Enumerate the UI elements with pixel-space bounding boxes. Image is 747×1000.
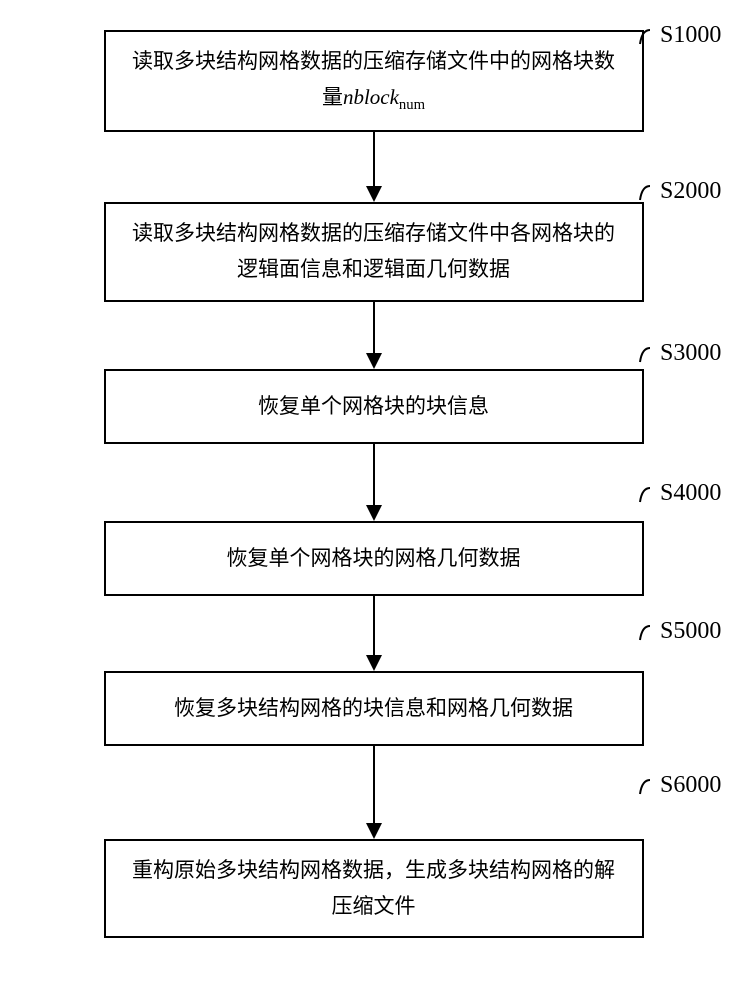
arrow-down-icon	[366, 444, 382, 521]
step-box: 恢复多块结构网格的块信息和网格几何数据	[104, 671, 644, 746]
arrow-shaft	[373, 746, 375, 824]
text-pre: 重构原始多块结构网格数据，生成多块结构网格的解压缩文件	[132, 858, 615, 918]
text-pre: 读取多块结构网格数据的压缩存储文件中各网格块的逻辑面信息和逻辑面几何数据	[132, 221, 615, 281]
step-s1000: 读取多块结构网格数据的压缩存储文件中的网格块数量nblocknum	[104, 30, 644, 132]
step-text: 恢复单个网格块的块信息	[258, 389, 489, 425]
step-label: S1000	[660, 22, 721, 49]
arrow-head	[366, 505, 382, 521]
step-box: 读取多块结构网格数据的压缩存储文件中各网格块的逻辑面信息和逻辑面几何数据	[104, 202, 644, 302]
var-subscript: num	[399, 97, 425, 113]
step-s5000: 恢复多块结构网格的块信息和网格几何数据	[104, 671, 644, 746]
step-text: 读取多块结构网格数据的压缩存储文件中的网格块数量nblocknum	[126, 44, 622, 118]
step-label: S4000	[660, 480, 721, 507]
arrow-head	[366, 353, 382, 369]
step-text: 恢复多块结构网格的块信息和网格几何数据	[174, 691, 573, 727]
arrow-down-icon	[366, 746, 382, 839]
flowchart-container: 读取多块结构网格数据的压缩存储文件中的网格块数量nblocknum 读取多块结构网…	[0, 0, 747, 938]
step-s2000: 读取多块结构网格数据的压缩存储文件中各网格块的逻辑面信息和逻辑面几何数据	[104, 202, 644, 302]
step-label: S2000	[660, 178, 721, 205]
step-label: S6000	[660, 772, 721, 799]
arrow-down-icon	[366, 596, 382, 671]
step-text: 读取多块结构网格数据的压缩存储文件中各网格块的逻辑面信息和逻辑面几何数据	[126, 216, 622, 287]
arrow-down-icon	[366, 302, 382, 369]
text-pre: 恢复多块结构网格的块信息和网格几何数据	[174, 696, 573, 720]
step-s6000: 重构原始多块结构网格数据，生成多块结构网格的解压缩文件	[104, 839, 644, 938]
step-box: 恢复单个网格块的块信息	[104, 369, 644, 444]
text-pre: 恢复单个网格块的块信息	[258, 394, 489, 418]
text-pre: 恢复单个网格块的网格几何数据	[227, 546, 521, 570]
step-box: 恢复单个网格块的网格几何数据	[104, 521, 644, 596]
step-text: 恢复单个网格块的网格几何数据	[227, 541, 521, 577]
arrow-head	[366, 655, 382, 671]
arrow-head	[366, 186, 382, 202]
step-box: 读取多块结构网格数据的压缩存储文件中的网格块数量nblocknum	[104, 30, 644, 132]
step-label: S5000	[660, 618, 721, 645]
step-text: 重构原始多块结构网格数据，生成多块结构网格的解压缩文件	[126, 853, 622, 924]
arrow-head	[366, 823, 382, 839]
step-box: 重构原始多块结构网格数据，生成多块结构网格的解压缩文件	[104, 839, 644, 938]
var-italic: nblock	[343, 85, 399, 109]
arrow-shaft	[373, 596, 375, 656]
step-s3000: 恢复单个网格块的块信息	[104, 369, 644, 444]
arrow-down-icon	[366, 132, 382, 202]
step-label: S3000	[660, 340, 721, 367]
step-s4000: 恢复单个网格块的网格几何数据	[104, 521, 644, 596]
arrow-shaft	[373, 444, 375, 506]
arrow-shaft	[373, 132, 375, 187]
arrow-shaft	[373, 302, 375, 354]
